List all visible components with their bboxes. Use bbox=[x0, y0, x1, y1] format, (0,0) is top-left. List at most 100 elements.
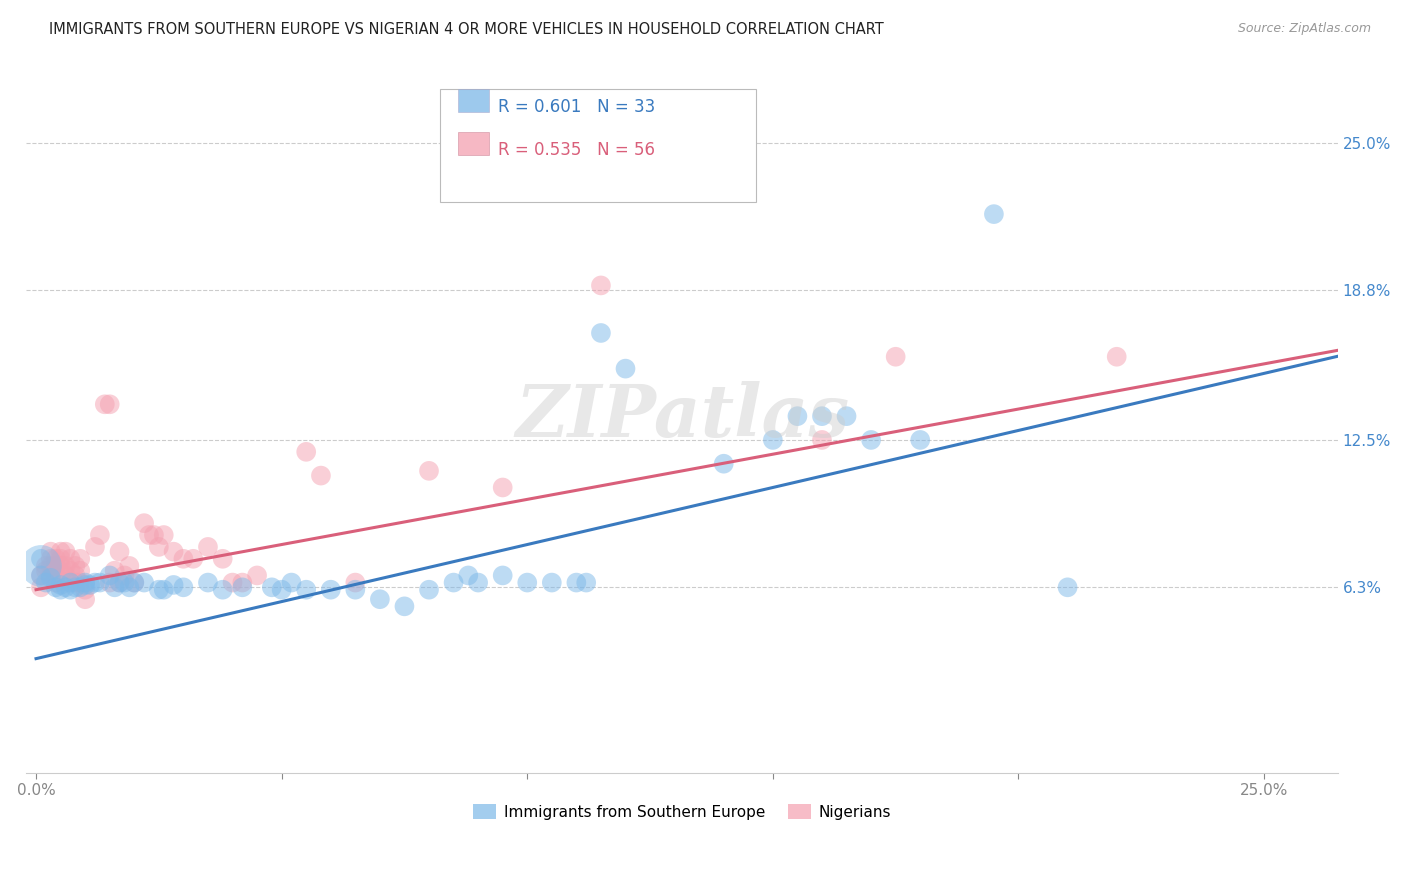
Point bbox=[118, 580, 141, 594]
Point bbox=[231, 580, 253, 594]
Point bbox=[418, 582, 440, 597]
Point bbox=[98, 575, 121, 590]
Point bbox=[30, 580, 52, 594]
Point bbox=[211, 551, 233, 566]
Point bbox=[49, 568, 72, 582]
Point bbox=[89, 528, 111, 542]
Point bbox=[124, 575, 146, 590]
Point bbox=[811, 409, 834, 424]
Point bbox=[69, 551, 91, 566]
Point bbox=[172, 580, 194, 594]
Point bbox=[75, 582, 97, 597]
Point bbox=[344, 575, 367, 590]
Point bbox=[152, 582, 174, 597]
Point bbox=[394, 599, 416, 614]
Point bbox=[835, 409, 858, 424]
Point bbox=[713, 457, 735, 471]
Point bbox=[295, 582, 318, 597]
Point bbox=[108, 544, 131, 558]
Point bbox=[65, 568, 87, 582]
Point bbox=[114, 575, 136, 590]
Point bbox=[786, 409, 808, 424]
Point bbox=[104, 564, 127, 578]
Point bbox=[39, 571, 62, 585]
Legend: Immigrants from Southern Europe, Nigerians: Immigrants from Southern Europe, Nigeria… bbox=[467, 797, 897, 826]
Point bbox=[172, 551, 194, 566]
Point bbox=[35, 564, 58, 578]
Text: ZIPatlas: ZIPatlas bbox=[515, 381, 849, 451]
Point bbox=[75, 575, 97, 590]
Point bbox=[39, 568, 62, 582]
Point bbox=[39, 544, 62, 558]
Point bbox=[69, 564, 91, 578]
Point bbox=[30, 568, 52, 582]
Point bbox=[221, 575, 243, 590]
Point bbox=[45, 558, 67, 573]
Point bbox=[762, 433, 785, 447]
Text: IMMIGRANTS FROM SOUTHERN EUROPE VS NIGERIAN 4 OR MORE VEHICLES IN HOUSEHOLD CORR: IMMIGRANTS FROM SOUTHERN EUROPE VS NIGER… bbox=[49, 22, 884, 37]
Point bbox=[104, 580, 127, 594]
Point bbox=[98, 397, 121, 411]
Point bbox=[260, 580, 283, 594]
Point bbox=[49, 558, 72, 573]
Point bbox=[118, 558, 141, 573]
Point bbox=[35, 575, 58, 590]
Point bbox=[280, 575, 302, 590]
Point bbox=[295, 445, 318, 459]
Point bbox=[467, 575, 489, 590]
Point bbox=[45, 551, 67, 566]
Point bbox=[35, 558, 58, 573]
Point bbox=[1056, 580, 1078, 594]
Point bbox=[162, 578, 184, 592]
Point bbox=[589, 326, 612, 340]
Point bbox=[98, 568, 121, 582]
Point bbox=[142, 528, 165, 542]
Point bbox=[59, 582, 82, 597]
Point bbox=[84, 575, 107, 590]
Point bbox=[1105, 350, 1128, 364]
Point bbox=[55, 558, 77, 573]
Text: Source: ZipAtlas.com: Source: ZipAtlas.com bbox=[1237, 22, 1371, 36]
Point bbox=[108, 575, 131, 590]
Point bbox=[75, 578, 97, 592]
Point bbox=[319, 582, 342, 597]
Point bbox=[132, 516, 155, 530]
Point bbox=[79, 578, 101, 592]
Point bbox=[75, 592, 97, 607]
Point bbox=[55, 568, 77, 582]
Point bbox=[614, 361, 637, 376]
Point bbox=[124, 575, 146, 590]
Point bbox=[368, 592, 391, 607]
Point bbox=[69, 580, 91, 594]
Point bbox=[162, 544, 184, 558]
Point bbox=[418, 464, 440, 478]
Point bbox=[197, 575, 219, 590]
Point bbox=[211, 582, 233, 597]
Point bbox=[231, 575, 253, 590]
Point bbox=[148, 540, 170, 554]
Point bbox=[492, 481, 515, 495]
Point bbox=[49, 582, 72, 597]
Point bbox=[69, 575, 91, 590]
Point bbox=[132, 575, 155, 590]
Point bbox=[457, 568, 479, 582]
Point bbox=[910, 433, 932, 447]
Point bbox=[94, 397, 117, 411]
Point bbox=[59, 564, 82, 578]
Point bbox=[59, 575, 82, 590]
Point bbox=[811, 433, 834, 447]
Point bbox=[884, 350, 907, 364]
Point bbox=[540, 575, 562, 590]
Point bbox=[492, 568, 515, 582]
Point bbox=[197, 540, 219, 554]
Point bbox=[39, 558, 62, 573]
Point bbox=[270, 582, 292, 597]
Point bbox=[39, 551, 62, 566]
Point bbox=[152, 528, 174, 542]
Text: R = 0.601   N = 33: R = 0.601 N = 33 bbox=[498, 98, 655, 116]
Point bbox=[55, 580, 77, 594]
Point bbox=[589, 278, 612, 293]
Point bbox=[45, 568, 67, 582]
Point bbox=[84, 540, 107, 554]
Point bbox=[49, 551, 72, 566]
